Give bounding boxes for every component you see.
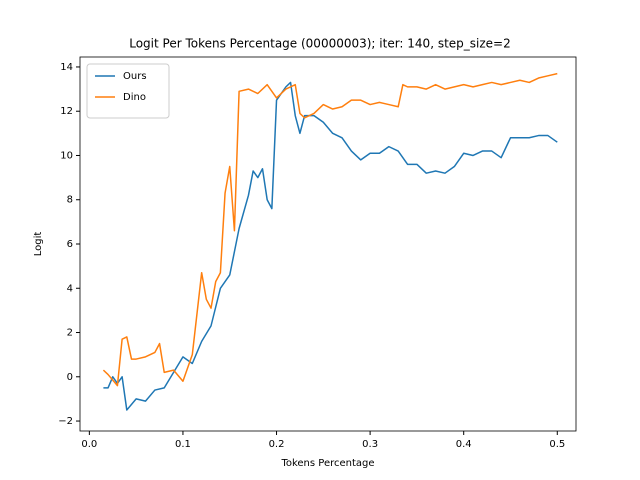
y-tick-label: −2 <box>58 416 73 427</box>
y-tick-label: 10 <box>60 150 73 161</box>
line-series <box>103 81 558 411</box>
y-tick-label: 8 <box>67 195 73 206</box>
y-tick-label: 4 <box>67 283 73 294</box>
plot-frame <box>79 56 577 432</box>
y-tick-label: 2 <box>67 328 73 339</box>
x-tick-label: 0.4 <box>456 439 472 450</box>
y-tick-label: 12 <box>60 106 73 117</box>
x-tick-label: 0.1 <box>175 439 191 450</box>
legend-label: Ours <box>123 71 147 82</box>
chart-title: Logit Per Tokens Percentage (00000003); … <box>129 37 511 51</box>
y-tick-label: 0 <box>67 372 73 383</box>
y-tick-label: 6 <box>67 239 73 250</box>
legend-label: Dino <box>123 92 146 103</box>
line-series <box>102 72 558 387</box>
y-axis-label: Logit <box>33 232 44 257</box>
x-tick-label: 0.0 <box>81 439 97 450</box>
x-tick-label: 0.3 <box>362 439 378 450</box>
x-tick-label: 0.2 <box>269 439 285 450</box>
legend-box <box>86 63 170 119</box>
y-tick-label: 14 <box>60 62 73 73</box>
x-tick-label: 0.5 <box>549 439 565 450</box>
x-axis-label: Tokens Percentage <box>280 458 374 469</box>
